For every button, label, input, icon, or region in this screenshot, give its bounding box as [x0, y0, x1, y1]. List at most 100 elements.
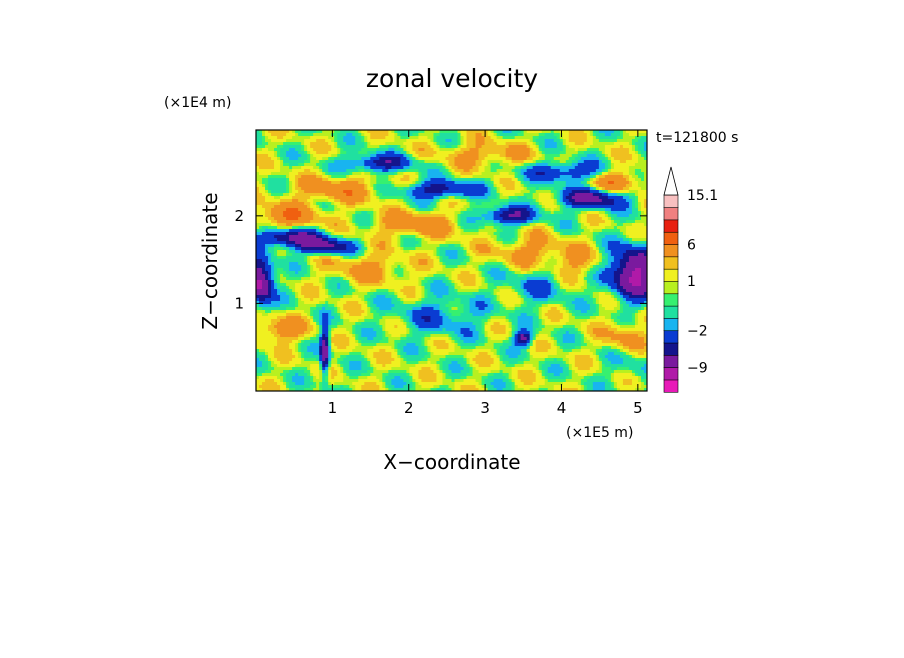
field-cell	[589, 151, 594, 155]
field-cell	[262, 169, 266, 173]
field-cell	[394, 175, 398, 179]
field-cell	[403, 187, 407, 191]
field-cell	[301, 151, 305, 155]
field-cell	[388, 136, 392, 140]
field-cell	[631, 214, 636, 218]
field-cell	[523, 211, 528, 215]
field-cell	[283, 187, 287, 191]
field-cell	[481, 145, 485, 149]
field-cell	[274, 235, 278, 239]
field-cell	[478, 172, 482, 176]
field-cell	[304, 160, 308, 164]
field-cell	[550, 187, 555, 191]
field-cell	[466, 217, 470, 221]
field-cell	[355, 142, 359, 146]
field-cell	[544, 181, 549, 185]
field-cell	[298, 202, 302, 206]
field-cell	[265, 226, 269, 230]
field-cell	[622, 157, 627, 161]
field-cell	[442, 190, 446, 194]
field-cell	[634, 196, 639, 200]
field-cell	[454, 148, 458, 152]
field-cell	[427, 220, 431, 224]
field-cell	[613, 232, 618, 236]
field-cell	[550, 175, 555, 179]
field-cell	[376, 154, 380, 158]
field-cell	[286, 133, 290, 137]
field-cell	[427, 139, 431, 143]
field-cell	[430, 157, 434, 161]
field-cell	[277, 166, 281, 170]
field-cell	[445, 187, 449, 191]
field-cell	[592, 238, 597, 242]
field-cell	[427, 199, 431, 203]
field-cell	[328, 190, 332, 194]
field-cell	[568, 160, 573, 164]
field-cell	[331, 208, 335, 212]
field-cell	[625, 175, 630, 179]
field-cell	[328, 214, 332, 218]
field-cell	[598, 148, 603, 152]
field-cell	[526, 193, 531, 197]
field-cell	[466, 208, 470, 212]
field-cell	[436, 211, 440, 215]
field-cell	[397, 241, 401, 245]
field-cell	[406, 136, 410, 140]
field-cell	[604, 172, 609, 176]
field-cell	[538, 205, 543, 209]
field-cell	[580, 163, 585, 167]
field-cell	[448, 226, 452, 230]
field-cell	[394, 187, 398, 191]
field-cell	[493, 160, 498, 164]
field-cell	[427, 241, 431, 245]
field-cell	[298, 154, 302, 158]
field-cell	[322, 169, 326, 173]
field-cell	[268, 166, 272, 170]
field-cell	[601, 208, 606, 212]
field-cell	[589, 172, 594, 176]
field-cell	[355, 217, 359, 221]
field-cell	[556, 181, 561, 185]
field-cell	[610, 166, 615, 170]
field-cell	[280, 160, 284, 164]
field-cell	[343, 184, 347, 188]
field-cell	[481, 187, 485, 191]
field-cell	[505, 187, 510, 191]
field-cell	[316, 157, 320, 161]
field-cell	[580, 145, 585, 149]
field-cell	[571, 214, 576, 218]
field-cell	[337, 169, 341, 173]
field-cell	[499, 136, 504, 140]
field-cell	[271, 148, 275, 152]
field-cell	[451, 139, 455, 143]
field-cell	[274, 148, 278, 152]
field-cell	[400, 190, 404, 194]
field-cell	[370, 196, 374, 200]
field-cell	[346, 157, 350, 161]
field-cell	[370, 160, 374, 164]
field-cell	[382, 151, 386, 155]
field-cell	[346, 181, 350, 185]
field-cell	[397, 205, 401, 209]
field-cell	[631, 235, 636, 239]
field-cell	[283, 202, 287, 206]
field-cell	[448, 175, 452, 179]
field-cell	[490, 163, 495, 167]
field-cell	[322, 223, 326, 227]
field-cell	[421, 217, 425, 221]
field-cell	[295, 145, 299, 149]
field-cell	[325, 151, 329, 155]
field-cell	[487, 178, 491, 182]
field-cell	[538, 211, 543, 215]
field-cell	[289, 208, 293, 212]
field-cell	[466, 241, 470, 245]
field-cell	[271, 235, 275, 239]
field-cell	[553, 238, 558, 242]
field-cell	[412, 133, 416, 137]
field-cell	[547, 151, 552, 155]
field-cell	[625, 235, 630, 239]
field-cell	[523, 130, 528, 134]
field-cell	[319, 229, 323, 233]
field-cell	[538, 214, 543, 218]
field-cell	[295, 199, 299, 203]
